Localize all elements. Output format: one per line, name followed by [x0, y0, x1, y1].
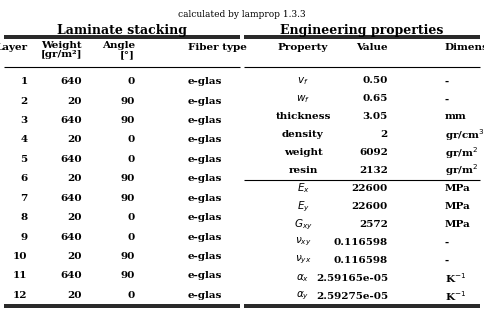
Text: 6092: 6092: [359, 148, 388, 157]
Text: Engineering properties: Engineering properties: [280, 24, 444, 37]
Text: e-glas: e-glas: [188, 213, 223, 222]
Text: 5: 5: [20, 155, 28, 164]
Text: e-glas: e-glas: [188, 194, 223, 203]
Text: 90: 90: [121, 97, 135, 106]
Text: -: -: [445, 77, 449, 86]
Text: e-glas: e-glas: [188, 174, 223, 183]
Text: K$^{-1}$: K$^{-1}$: [445, 271, 466, 285]
Text: Angle: Angle: [102, 41, 135, 50]
Text: 640: 640: [60, 77, 82, 86]
Text: 0.65: 0.65: [363, 94, 388, 103]
Text: 640: 640: [60, 155, 82, 164]
Text: 9: 9: [20, 233, 28, 242]
Text: 90: 90: [121, 272, 135, 281]
Text: e-glas: e-glas: [188, 97, 223, 106]
Text: 22600: 22600: [352, 202, 388, 211]
Text: Property: Property: [278, 44, 328, 53]
Text: 20: 20: [67, 291, 82, 300]
Text: $E_x$: $E_x$: [297, 182, 309, 195]
Text: 0.50: 0.50: [363, 77, 388, 86]
Text: e-glas: e-glas: [188, 77, 223, 86]
Text: [°]: [°]: [120, 50, 135, 59]
Text: gr/m$^2$: gr/m$^2$: [445, 145, 478, 160]
Text: e-glas: e-glas: [188, 136, 223, 144]
Text: 0.116598: 0.116598: [334, 238, 388, 247]
Text: 2: 2: [381, 130, 388, 139]
Text: 20: 20: [67, 252, 82, 261]
Text: $v_f$: $v_f$: [297, 75, 309, 87]
Text: Value: Value: [356, 44, 388, 53]
Text: MPa: MPa: [445, 220, 470, 229]
Text: 11: 11: [13, 272, 28, 281]
Text: 22600: 22600: [352, 184, 388, 193]
Text: calculated by lamprop 1.3.3: calculated by lamprop 1.3.3: [178, 10, 306, 19]
Text: e-glas: e-glas: [188, 272, 223, 281]
Text: Layer: Layer: [0, 44, 28, 53]
Text: -: -: [445, 238, 449, 247]
Text: 0: 0: [128, 77, 135, 86]
Text: 2132: 2132: [359, 166, 388, 175]
Text: MPa: MPa: [445, 184, 470, 193]
Text: $w_f$: $w_f$: [296, 93, 310, 105]
Text: e-glas: e-glas: [188, 155, 223, 164]
Text: $\nu_{xy}$: $\nu_{xy}$: [295, 236, 311, 248]
Text: 20: 20: [67, 97, 82, 106]
Text: 6: 6: [20, 174, 28, 183]
Text: 0: 0: [128, 291, 135, 300]
Text: Weight: Weight: [41, 41, 82, 50]
Text: 1: 1: [20, 77, 28, 86]
Text: 90: 90: [121, 252, 135, 261]
Text: thickness: thickness: [275, 112, 331, 121]
Text: 8: 8: [20, 213, 28, 222]
Text: 640: 640: [60, 116, 82, 125]
Text: 0: 0: [128, 136, 135, 144]
Text: Fiber type: Fiber type: [188, 44, 247, 53]
Text: 2: 2: [20, 97, 28, 106]
Text: 20: 20: [67, 174, 82, 183]
Text: 4: 4: [20, 136, 28, 144]
Text: 2572: 2572: [359, 220, 388, 229]
Text: 2.59165e-05: 2.59165e-05: [316, 274, 388, 283]
Text: MPa: MPa: [445, 202, 470, 211]
Text: 20: 20: [67, 136, 82, 144]
Text: 0.116598: 0.116598: [334, 256, 388, 265]
Text: 3: 3: [20, 116, 28, 125]
Text: 640: 640: [60, 272, 82, 281]
Text: 12: 12: [13, 291, 28, 300]
Text: 10: 10: [13, 252, 28, 261]
Text: weight: weight: [284, 148, 322, 157]
Text: resin: resin: [288, 166, 318, 175]
Text: 640: 640: [60, 233, 82, 242]
Text: $\alpha_x$: $\alpha_x$: [296, 272, 310, 284]
Text: 0: 0: [128, 233, 135, 242]
Text: $\nu_{yx}$: $\nu_{yx}$: [295, 254, 311, 267]
Text: 90: 90: [121, 174, 135, 183]
Text: 90: 90: [121, 194, 135, 203]
Text: 20: 20: [67, 213, 82, 222]
Text: -: -: [445, 94, 449, 103]
Text: 0: 0: [128, 155, 135, 164]
Text: 90: 90: [121, 116, 135, 125]
Text: density: density: [282, 130, 324, 139]
Text: Dimension: Dimension: [445, 44, 484, 53]
Text: 0: 0: [128, 213, 135, 222]
Text: 640: 640: [60, 194, 82, 203]
Text: 7: 7: [20, 194, 28, 203]
Text: e-glas: e-glas: [188, 252, 223, 261]
Text: e-glas: e-glas: [188, 291, 223, 300]
Text: 2.59275e-05: 2.59275e-05: [316, 291, 388, 300]
Text: $G_{xy}$: $G_{xy}$: [294, 217, 312, 232]
Text: e-glas: e-glas: [188, 233, 223, 242]
Text: 3.05: 3.05: [363, 112, 388, 121]
Text: [gr/m²]: [gr/m²]: [40, 50, 82, 59]
Text: gr/cm$^3$: gr/cm$^3$: [445, 127, 484, 143]
Text: mm: mm: [445, 112, 467, 121]
Text: $\alpha_y$: $\alpha_y$: [296, 290, 310, 302]
Text: K$^{-1}$: K$^{-1}$: [445, 289, 466, 303]
Text: Laminate stacking: Laminate stacking: [57, 24, 187, 37]
Text: e-glas: e-glas: [188, 116, 223, 125]
Text: -: -: [445, 256, 449, 265]
Text: $E_y$: $E_y$: [297, 199, 309, 214]
Text: gr/m$^2$: gr/m$^2$: [445, 163, 478, 179]
